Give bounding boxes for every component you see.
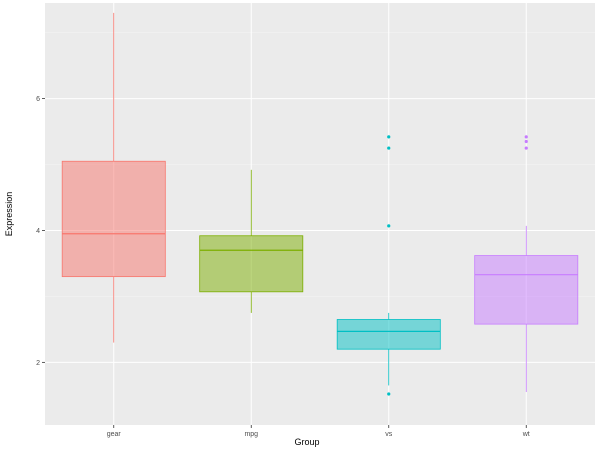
outlier-point bbox=[524, 146, 528, 150]
box-series bbox=[61, 12, 579, 396]
x-tick-label: wt bbox=[522, 431, 530, 438]
x-axis: gear mpg vs wt bbox=[107, 425, 530, 438]
y-axis: 2 4 6 bbox=[36, 96, 45, 367]
x-axis-title: Group bbox=[294, 437, 319, 447]
x-tick-label: mpg bbox=[244, 431, 258, 438]
y-tick-label: 6 bbox=[36, 96, 40, 103]
y-axis-title: Expression bbox=[4, 192, 14, 237]
box-mpg bbox=[199, 169, 304, 313]
box-gear bbox=[61, 12, 166, 343]
y-tick-label: 4 bbox=[36, 228, 40, 235]
box-body bbox=[336, 319, 441, 350]
box-wt bbox=[474, 135, 579, 393]
x-tick-label: vs bbox=[385, 431, 393, 438]
outlier-point bbox=[387, 392, 391, 396]
x-tick-label: gear bbox=[107, 431, 122, 438]
outlier-point bbox=[387, 135, 391, 139]
outlier-point bbox=[524, 139, 528, 144]
outlier-point bbox=[524, 135, 528, 139]
box-body bbox=[199, 235, 304, 293]
outlier-point bbox=[387, 146, 391, 150]
outlier-point bbox=[387, 224, 391, 228]
box-body bbox=[61, 160, 166, 278]
box-vs bbox=[336, 135, 441, 396]
box-body bbox=[474, 255, 579, 325]
y-tick-label: 2 bbox=[36, 360, 40, 367]
